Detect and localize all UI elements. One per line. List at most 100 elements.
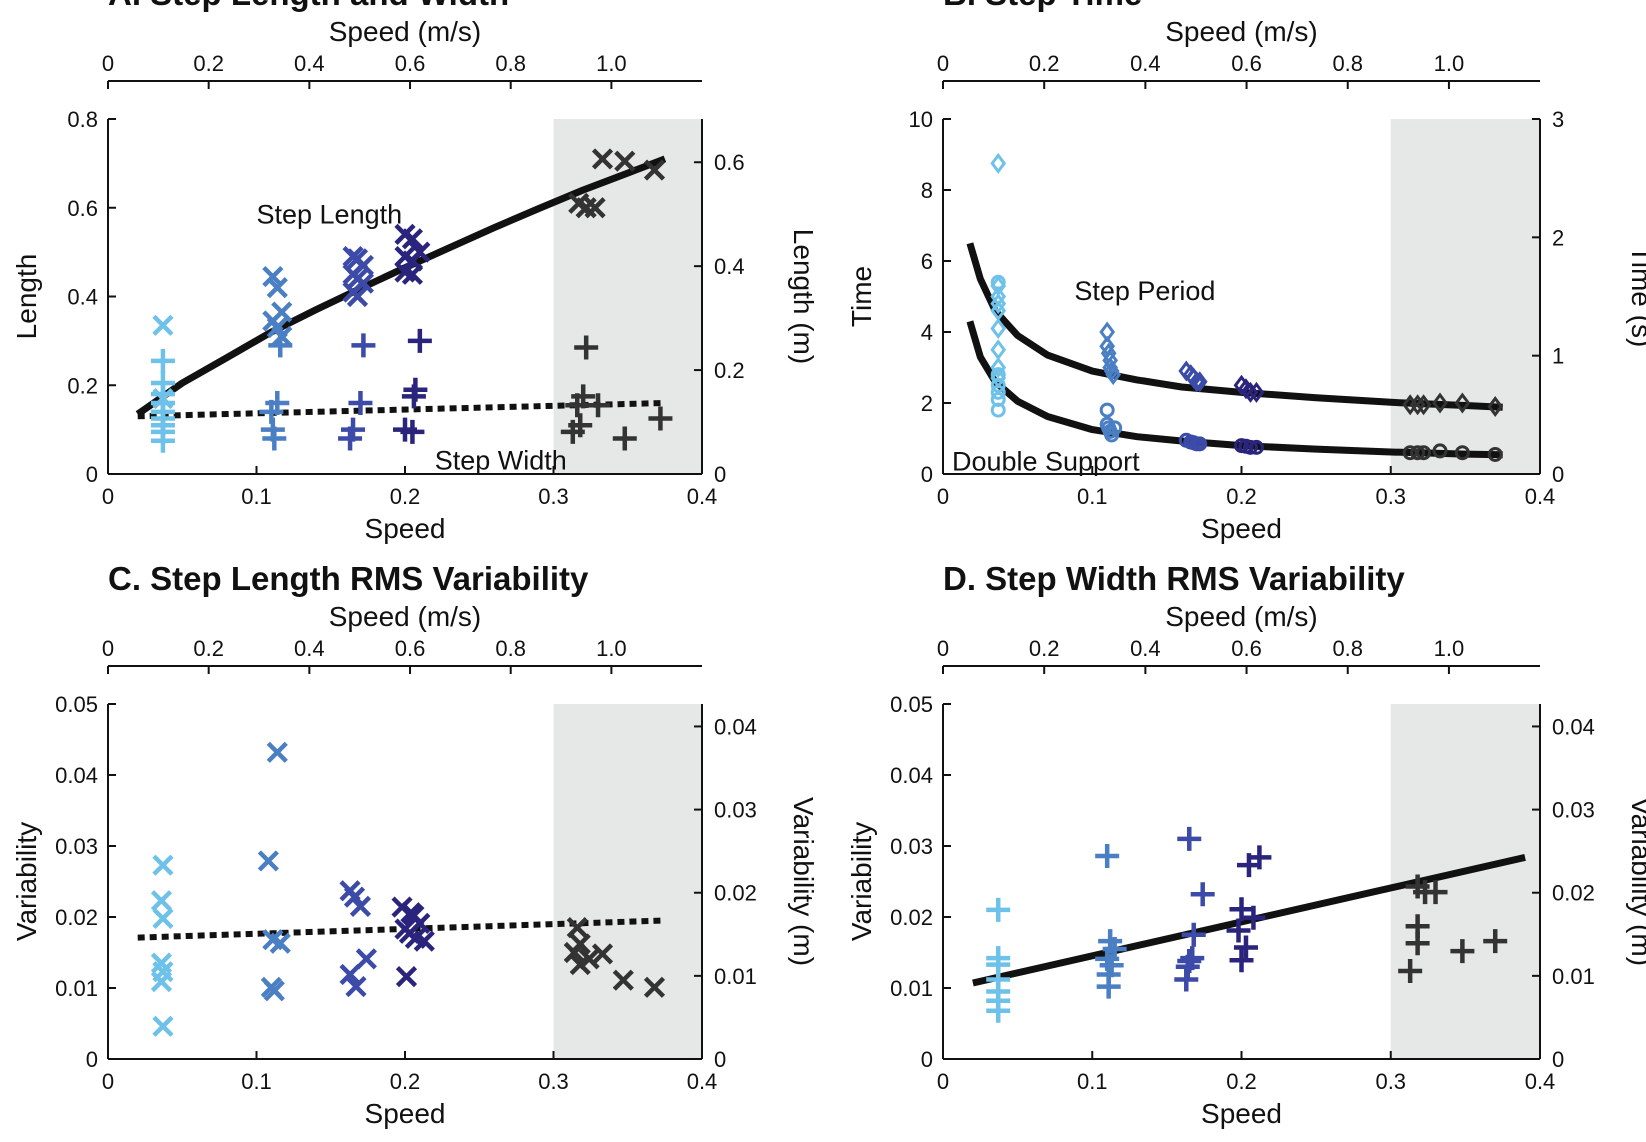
series-circle — [1099, 402, 1123, 443]
data-point-x — [349, 895, 372, 917]
data-point-x — [643, 159, 666, 181]
data-point-plus — [1405, 931, 1430, 956]
series-diamond — [1402, 392, 1504, 418]
y-tick-label: 10 — [909, 107, 933, 132]
x-tick-label: 0.1 — [1077, 1069, 1108, 1094]
data-point-circle — [990, 402, 1006, 418]
data-point-x — [263, 980, 285, 1002]
data-point-plus — [1423, 880, 1448, 905]
x2-tick-label: 0.4 — [1130, 51, 1161, 76]
series-+ — [986, 897, 1011, 1023]
series-+ — [560, 335, 673, 451]
series-diamond — [1233, 374, 1265, 403]
data-point-diamond — [990, 356, 1007, 379]
data-point-x — [401, 228, 424, 250]
data-point-plus — [1398, 958, 1423, 983]
chart-title: A. Step Length and Width — [108, 0, 509, 12]
x2-tick-label: 0.8 — [1332, 636, 1363, 661]
data-point-circle — [1410, 445, 1426, 461]
fit-line-solid — [972, 853, 1526, 987]
data-point-circle — [1104, 427, 1120, 443]
data-point-plus — [348, 391, 373, 415]
chart-title: B. Step Time — [943, 0, 1142, 12]
x-tick-label: 0.1 — [241, 484, 272, 509]
x2-tick-label: 0.2 — [193, 51, 224, 76]
data-point-circle — [1107, 420, 1123, 436]
annotation-label: Step Period — [1074, 276, 1215, 306]
data-point-plus — [612, 426, 637, 451]
x2-tick-label: 0.2 — [193, 636, 224, 661]
x2-tick-label: 0.4 — [1130, 636, 1161, 661]
x2-tick-label: 0 — [102, 636, 114, 661]
x2-tick-label: 0.8 — [495, 636, 526, 661]
data-point-x — [152, 907, 174, 930]
data-point-plus — [1096, 974, 1121, 999]
x2-tick-label: 0.6 — [1231, 51, 1262, 76]
y2-axis-label: Variability (m) — [1626, 797, 1646, 966]
y-tick-label: 0.01 — [890, 976, 933, 1001]
y-tick-label: 0.04 — [890, 763, 933, 788]
data-point-x — [262, 265, 284, 288]
data-point-circle — [990, 384, 1006, 400]
x-axis-label: Speed — [1201, 513, 1282, 544]
y2-tick-label: 0.04 — [714, 714, 757, 739]
series-x — [150, 854, 174, 1037]
data-point-plus — [1226, 918, 1251, 943]
series-+ — [1398, 874, 1508, 983]
data-point-circle — [990, 274, 1006, 290]
data-point-x — [339, 963, 361, 986]
y-axis-label: Length — [11, 254, 42, 340]
data-point-x — [152, 1015, 174, 1037]
y2-tick-label: 0.6 — [714, 150, 745, 175]
data-point-x — [591, 148, 614, 170]
x-tick-label: 0.2 — [1226, 1069, 1257, 1094]
series-x — [391, 896, 435, 988]
x-axis-label: Speed — [1201, 1098, 1282, 1129]
y-tick-label: 0.05 — [55, 692, 98, 717]
data-point-x — [643, 976, 666, 998]
x2-tick-label: 0.4 — [294, 51, 325, 76]
y2-tick-label: 3 — [1552, 107, 1564, 132]
series-+ — [1095, 843, 1127, 999]
data-point-plus — [400, 419, 425, 444]
data-point-x — [266, 741, 288, 763]
data-point-x — [401, 263, 424, 285]
data-point-plus — [1177, 826, 1202, 851]
data-point-diamond — [1487, 396, 1504, 418]
data-point-circle — [1432, 443, 1448, 459]
data-point-plus — [1190, 882, 1215, 907]
x-tick-label: 0.4 — [1525, 484, 1556, 509]
data-point-x — [591, 943, 614, 965]
data-point-plus — [407, 328, 432, 353]
y2-tick-label: 0.02 — [1552, 881, 1595, 906]
data-point-diamond — [1242, 381, 1259, 403]
data-point-x — [612, 969, 634, 991]
chart-title: C. Step Length RMS Variability — [108, 560, 589, 597]
data-point-plus — [586, 393, 611, 418]
data-point-plus — [565, 393, 590, 418]
series-diamond — [990, 152, 1007, 389]
data-point-plus — [1181, 922, 1206, 947]
data-point-diamond — [1248, 381, 1265, 403]
x2-tick-label: 1.0 — [596, 51, 627, 76]
shaded-region — [553, 704, 702, 1059]
x2-tick-label: 0 — [937, 51, 949, 76]
y-tick-label: 0.02 — [55, 905, 98, 930]
y-tick-label: 0.2 — [67, 373, 98, 398]
data-point-x — [395, 966, 418, 988]
data-point-plus — [1236, 853, 1261, 878]
data-point-plus — [1483, 929, 1508, 954]
series-x — [339, 880, 377, 998]
y-tick-label: 0 — [921, 462, 933, 487]
x-axis-label: Speed — [365, 1098, 446, 1129]
data-point-x — [345, 975, 367, 998]
x2-tick-label: 0.8 — [495, 51, 526, 76]
data-point-diamond — [1105, 364, 1122, 386]
data-point-circle — [1454, 445, 1470, 461]
data-point-plus — [1174, 967, 1199, 992]
data-point-diamond — [1409, 394, 1426, 416]
data-point-plus — [262, 426, 287, 451]
y2-tick-label: 0 — [1552, 1047, 1564, 1072]
x2-axis-label: Speed (m/s) — [1165, 601, 1318, 632]
